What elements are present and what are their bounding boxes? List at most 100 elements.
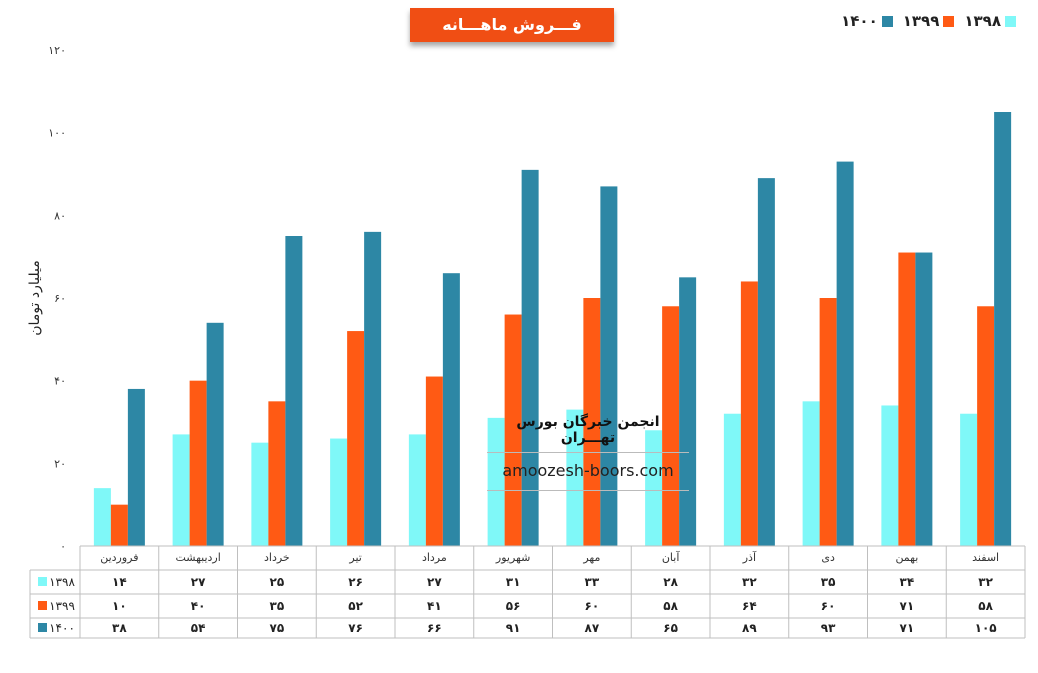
data-label: ۴۰ bbox=[191, 599, 206, 613]
table-swatch-1399 bbox=[38, 601, 47, 610]
bar-1398-3 bbox=[330, 438, 348, 546]
data-label: ۶۰ bbox=[585, 599, 600, 613]
x-tick-label: شهریور bbox=[495, 551, 530, 564]
y-tick-label: ۶۰ bbox=[54, 292, 66, 305]
watermark: انجمن خبرگان بورس تهـــران amoozesh-boor… bbox=[487, 414, 689, 491]
bar-1400-2 bbox=[285, 236, 303, 546]
data-label: ۱۰۵ bbox=[975, 621, 997, 635]
data-label: ۳۲ bbox=[978, 575, 993, 589]
legend-label-1398: ۱۳۹۸ bbox=[964, 12, 1001, 30]
bar-1398-10 bbox=[881, 405, 899, 546]
data-label: ۳۱ bbox=[506, 575, 521, 589]
y-tick-label: ۱۲۰ bbox=[48, 44, 66, 57]
legend-swatch-1398 bbox=[1005, 15, 1016, 27]
bar-1398-6 bbox=[566, 409, 584, 546]
data-label: ۷۵ bbox=[270, 621, 285, 635]
data-label: ۷۱ bbox=[900, 621, 915, 635]
data-label: ۳۵ bbox=[270, 599, 285, 613]
bars bbox=[93, 112, 1012, 547]
data-label: ۵۸ bbox=[663, 599, 678, 613]
bar-1398-11 bbox=[960, 413, 978, 546]
data-label: ۲۸ bbox=[663, 575, 678, 589]
data-label: ۵۸ bbox=[978, 599, 993, 613]
x-tick-label: اسفند bbox=[972, 551, 999, 564]
data-label: ۷۶ bbox=[348, 621, 363, 635]
data-label: ۶۵ bbox=[663, 621, 678, 635]
data-label: ۱۴ bbox=[112, 575, 127, 589]
data-table: فروردین اردیبهشت خرداد تیر مرداد شهریور مهر آبا… bbox=[29, 545, 1026, 639]
table-row-header-1400: ۱۴۰۰ bbox=[49, 621, 75, 635]
bar-1398-7 bbox=[645, 430, 663, 546]
bar-1400-5 bbox=[521, 169, 539, 546]
bar-1398-4 bbox=[408, 434, 426, 546]
bar-1400-0 bbox=[127, 388, 145, 546]
data-label: ۲۵ bbox=[270, 575, 285, 589]
bar-1400-3 bbox=[364, 231, 382, 546]
bar-1399-6 bbox=[583, 298, 601, 546]
legend-item-1400: ۱۴۰۰ bbox=[841, 12, 893, 30]
bar-1399-0 bbox=[110, 504, 128, 546]
legend-label-1399: ۱۳۹۹ bbox=[902, 12, 940, 30]
legend-label-1400: ۱۴۰۰ bbox=[841, 12, 878, 30]
bar-1399-2 bbox=[268, 401, 286, 546]
table-swatch-1400 bbox=[38, 623, 47, 632]
bar-1399-11 bbox=[977, 306, 995, 546]
data-label: ۲۷ bbox=[191, 575, 206, 589]
bar-1398-9 bbox=[802, 401, 820, 546]
data-label: ۲۶ bbox=[348, 575, 363, 589]
data-label: ۳۲ bbox=[742, 575, 757, 589]
data-label: ۷۱ bbox=[900, 599, 915, 613]
x-tick-label: آبان bbox=[662, 550, 680, 564]
bar-1398-8 bbox=[723, 413, 741, 546]
data-label: ۸۹ bbox=[742, 621, 757, 635]
bar-1398-0 bbox=[93, 488, 111, 546]
bar-1400-6 bbox=[600, 186, 618, 546]
bar-1400-9 bbox=[836, 161, 854, 546]
bar-1399-4 bbox=[425, 376, 443, 546]
legend-item-1399: ۱۳۹۹ bbox=[903, 12, 955, 30]
y-axis-ticks: ۰ ۲۰ ۴۰ ۶۰ ۸۰ ۱۰۰ ۱۲۰ bbox=[48, 44, 66, 553]
bar-1398-1 bbox=[172, 434, 190, 546]
bar-1399-7 bbox=[662, 306, 680, 546]
data-label: ۳۳ bbox=[585, 575, 600, 589]
data-label: ۹۱ bbox=[506, 621, 521, 635]
data-label: ۶۰ bbox=[821, 599, 836, 613]
data-label: ۵۶ bbox=[506, 599, 521, 613]
data-label: ۳۸ bbox=[112, 621, 127, 635]
x-tick-label: دی bbox=[821, 551, 835, 564]
legend-swatch-1400 bbox=[881, 15, 893, 27]
data-label: ۳۵ bbox=[821, 575, 836, 589]
x-tick-label: فروردین bbox=[100, 551, 138, 564]
data-label: ۶۶ bbox=[427, 621, 442, 635]
y-tick-label: ۱۰۰ bbox=[48, 127, 66, 140]
watermark-org-name: انجمن خبرگان بورس تهـــران bbox=[487, 414, 689, 453]
bar-1399-1 bbox=[189, 380, 207, 546]
bar-1400-1 bbox=[206, 322, 224, 546]
y-tick-label: ۰ bbox=[60, 540, 66, 553]
bar-1399-8 bbox=[740, 281, 758, 546]
x-tick-label: مرداد bbox=[422, 551, 447, 564]
bar-1400-8 bbox=[757, 178, 775, 546]
y-tick-label: ۴۰ bbox=[54, 375, 66, 388]
table-row-header-1398: ۱۳۹۸ bbox=[49, 575, 75, 589]
bar-1400-7 bbox=[679, 277, 697, 546]
bar-1398-2 bbox=[251, 442, 269, 546]
data-label: ۲۷ bbox=[427, 575, 442, 589]
x-tick-label: مهر bbox=[582, 551, 600, 564]
bar-1399-9 bbox=[819, 298, 837, 546]
y-axis-label: میلیارد تومان bbox=[27, 260, 43, 336]
data-label: ۴۱ bbox=[427, 599, 442, 613]
data-label: ۵۴ bbox=[191, 621, 206, 635]
bar-1400-4 bbox=[442, 273, 460, 546]
data-label: ۳۴ bbox=[900, 575, 915, 589]
y-tick-label: ۲۰ bbox=[54, 457, 66, 470]
legend-swatch-1399 bbox=[943, 15, 955, 27]
bar-1399-10 bbox=[898, 252, 916, 547]
bar-1399-5 bbox=[504, 314, 522, 546]
x-tick-label: تیر bbox=[348, 551, 361, 564]
data-label: ۸۷ bbox=[585, 621, 600, 635]
watermark-website: amoozesh-boors.com bbox=[487, 453, 689, 491]
x-tick-label: بهمن bbox=[895, 551, 918, 564]
y-tick-label: ۸۰ bbox=[54, 209, 66, 222]
